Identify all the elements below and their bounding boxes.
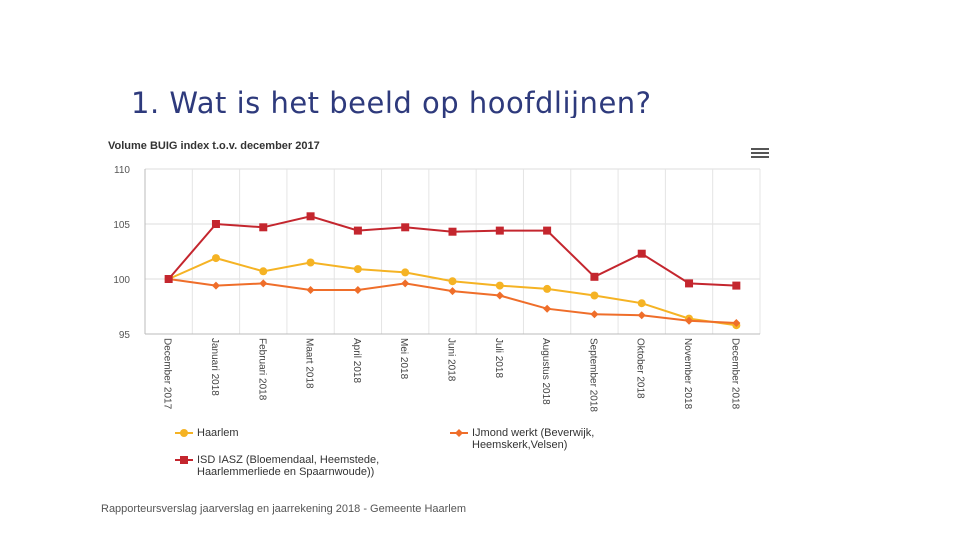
data-point [543,284,552,293]
x-tick-label: Juni 2018 [446,338,457,382]
x-tick-label: December 2018 [729,338,740,410]
data-point [448,287,457,296]
y-tick-label: 95 [119,330,131,341]
x-tick-label: Mei 2018 [398,338,409,380]
footer-text: Rapporteursverslag jaarverslag en jaarre… [101,503,467,515]
data-point [306,286,315,294]
data-point [543,304,552,313]
data-point [401,268,410,277]
x-tick-label: Januari 2018 [209,338,220,396]
data-point [732,319,741,327]
data-point [590,291,599,300]
legend-swatch [175,456,193,464]
menu-line [751,148,769,150]
data-point [211,254,220,263]
data-point [401,279,410,288]
data-point [495,226,504,235]
hamburger-menu-icon[interactable] [751,146,769,160]
x-tick-label: December 2017 [162,338,173,410]
x-tick-label: Maart 2018 [304,338,315,389]
data-point [637,299,646,308]
legend-swatch [175,429,193,437]
menu-line [751,152,769,154]
data-point [685,279,694,288]
data-point [259,267,268,276]
x-tick-label: Februari 2018 [256,338,267,401]
data-point [590,310,599,319]
data-point [259,223,268,232]
slide-title: 1. Wat is het beeld op hoofdlijnen? [131,86,652,118]
data-point [685,316,694,325]
legend-label: Haarlem [197,427,239,439]
data-point [164,275,173,283]
data-point [637,311,646,320]
data-point [353,286,362,294]
data-point [306,258,315,267]
data-point [448,227,457,236]
data-point [637,249,646,258]
x-tick-label: Juli 2018 [493,338,504,378]
y-tick-label: 105 [113,220,130,231]
data-point [495,281,504,290]
plot-area [145,169,760,334]
x-tick-label: Oktober 2018 [635,338,646,399]
data-point [732,281,741,290]
data-point [211,281,220,290]
data-point [401,223,410,232]
data-point [590,272,599,281]
data-point [306,212,315,221]
x-tick-label: April 2018 [351,338,362,383]
data-point [448,277,457,286]
data-point [495,291,504,300]
chart-title: Volume BUIG index t.o.v. december 2017 [108,140,320,152]
data-point [543,226,552,235]
data-point [353,265,362,274]
x-tick-label: Augustus 2018 [540,338,551,405]
legend-label: ISD IASZ (Bloemendaal, Heemstede, Haarle… [197,454,380,478]
legend-label: IJmond werkt (Beverwijk, Heemskerk,Velse… [472,427,595,451]
data-point [353,226,362,235]
menu-line [751,156,769,158]
data-point [211,220,220,228]
y-tick-label: 110 [114,165,130,176]
y-tick-label: 100 [113,275,130,286]
x-tick-label: November 2018 [682,338,693,410]
legend-swatch [450,429,468,437]
x-tick-label: September 2018 [587,338,598,412]
data-point [259,279,268,288]
